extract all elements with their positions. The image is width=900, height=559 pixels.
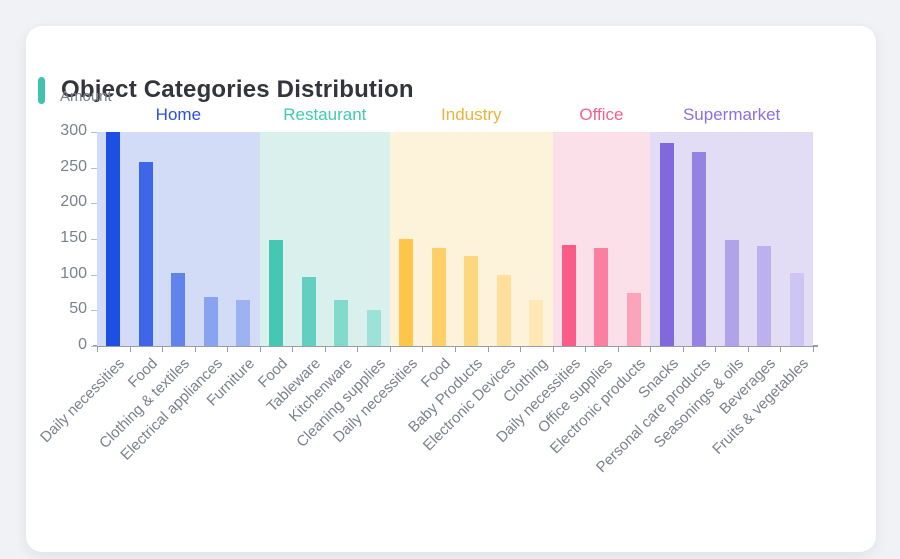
chart-title: Object Categories Distribution — [61, 76, 414, 103]
y-tick-label-0: 0 — [78, 336, 87, 353]
x-axis-tick — [194, 346, 196, 352]
bar-industry-clothing[interactable] — [529, 300, 544, 346]
x-axis-tick — [129, 346, 131, 352]
bar-industry-electronic-devices[interactable] — [496, 274, 511, 346]
bar-supermarket-personal-care-products[interactable] — [692, 151, 707, 346]
bar-industry-food[interactable] — [431, 247, 446, 346]
x-axis-tick — [259, 346, 261, 352]
bar-industry-baby-products[interactable] — [464, 256, 479, 346]
group-label-office: Office — [579, 105, 624, 124]
x-axis-tick — [715, 346, 717, 352]
x-axis-tick — [617, 346, 619, 352]
bar-industry-daily-necessities[interactable] — [399, 239, 414, 346]
y-tick-label-100: 100 — [60, 264, 87, 282]
x-axis-tick — [520, 346, 522, 352]
bar-restaurant-kitchenware[interactable] — [334, 299, 349, 346]
y-tick-label-250: 250 — [60, 157, 87, 175]
x-axis-tick — [747, 346, 749, 352]
x-axis-tick — [552, 346, 554, 352]
x-axis-tick — [780, 346, 782, 352]
bar-home-food[interactable] — [138, 161, 153, 346]
x-axis-tick — [357, 346, 359, 352]
y-axis-tick — [91, 167, 97, 169]
bar-supermarket-beverages[interactable] — [757, 246, 772, 346]
title-row: Object Categories Distribution — [38, 76, 414, 104]
y-axis-tick — [91, 132, 97, 133]
x-axis-tick — [650, 346, 652, 352]
x-axis-tick — [813, 346, 814, 352]
x-axis-tick — [324, 346, 326, 352]
x-axis-tick — [585, 346, 587, 352]
x-axis-tick — [455, 346, 456, 352]
bar-home-daily-necessities[interactable] — [106, 132, 121, 346]
x-axis-tick — [292, 346, 294, 352]
bar-restaurant-food[interactable] — [269, 240, 283, 346]
group-label-home: Home — [155, 105, 202, 124]
y-axis-tick — [91, 239, 97, 240]
y-tick-label-200: 200 — [60, 193, 87, 211]
title-accent-bar — [38, 76, 45, 104]
chart-card: Object Categories Distribution Amount Ho… — [26, 26, 876, 552]
bar-supermarket-snacks[interactable] — [659, 142, 674, 346]
x-axis-tick — [227, 346, 229, 352]
bar-supermarket-seasonings-oils[interactable] — [724, 240, 739, 346]
x-axis-tick — [97, 346, 98, 352]
y-axis-title: Amount — [60, 88, 112, 105]
y-tick-label-150: 150 — [60, 229, 87, 246]
y-axis-tick — [91, 346, 97, 347]
group-label-industry: Industry — [441, 105, 502, 124]
y-tick-label-50: 50 — [69, 300, 87, 318]
y-axis-tick — [91, 203, 97, 205]
bar-office-electronic-products[interactable] — [627, 292, 641, 346]
x-axis-tick — [162, 346, 164, 352]
bar-chart-plot-area: Home Daily necessities Food Clothing & text… — [37, 105, 818, 476]
bar-office-office-supplies[interactable] — [594, 247, 609, 346]
x-axis-tick — [682, 346, 684, 352]
y-axis-tick — [91, 310, 97, 312]
group-label-restaurant: Restaurant — [283, 105, 367, 124]
bar-restaurant-cleaning-supplies[interactable] — [366, 309, 381, 346]
bar-home-furniture[interactable] — [236, 300, 251, 346]
group-label-supermarket: Supermarket — [682, 105, 781, 124]
y-axis-tick — [91, 274, 97, 276]
y-tick-label-300: 300 — [60, 122, 87, 139]
x-axis-tick — [422, 346, 424, 352]
bar-home-electrical-appliances[interactable] — [203, 296, 218, 346]
bar-restaurant-tableware[interactable] — [301, 276, 316, 346]
x-axis-tick — [487, 346, 489, 352]
bar-home-clothing-textiles[interactable] — [171, 273, 186, 346]
x-axis-tick — [389, 346, 391, 352]
bar-office-daily-necessities[interactable] — [561, 244, 576, 346]
bar-supermarket-fruits-vegetables[interactable] — [789, 273, 804, 346]
